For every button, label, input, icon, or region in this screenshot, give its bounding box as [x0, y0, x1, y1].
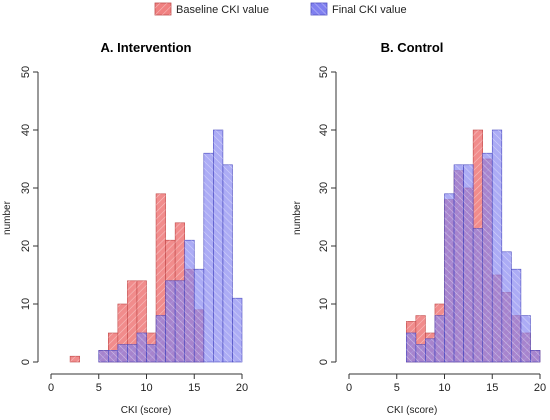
- y-tick-label: 20: [20, 240, 32, 252]
- bar-hatch: [425, 338, 435, 362]
- x-tick-label: 20: [534, 382, 546, 394]
- bar-hatch: [117, 304, 128, 362]
- x-axis-label: CKI (score): [387, 405, 438, 416]
- y-tick-label: 30: [20, 182, 32, 194]
- x-tick-label: 5: [394, 382, 400, 394]
- bar-hatch: [127, 344, 137, 362]
- bar-hatch: [454, 164, 464, 362]
- bar-hatch: [127, 280, 137, 362]
- bar-hatch: [501, 251, 512, 362]
- bar-hatch: [222, 164, 233, 362]
- x-tick-label: 20: [236, 382, 248, 394]
- axes-group: 0 5 10 15 20 0 10 20 30 40 50: [318, 66, 546, 394]
- y-tick-label: 0: [318, 359, 330, 365]
- legend-swatch-baseline-hatch: [155, 3, 171, 15]
- bar-hatch: [482, 153, 493, 362]
- bar-hatch: [146, 344, 157, 362]
- x-tick-label: 15: [188, 382, 200, 394]
- bar-hatch: [520, 315, 531, 362]
- axes-group: 0 5 10 15 20 0 10 20 30 40 50: [20, 66, 248, 394]
- bar-hatch: [70, 356, 80, 362]
- bar-hatch: [165, 280, 176, 362]
- x-axis-label: CKI (score): [121, 405, 172, 416]
- y-tick-label: 50: [20, 66, 32, 78]
- bar-hatch: [415, 315, 426, 362]
- bar-hatch: [136, 333, 147, 362]
- bar-hatch: [511, 269, 521, 362]
- panel-title: B. Control: [381, 40, 444, 55]
- bar-hatch: [463, 164, 474, 362]
- bar-hatch: [136, 280, 147, 362]
- y-tick-label: 10: [318, 298, 330, 310]
- bar-hatch: [492, 130, 502, 362]
- panel-title: A. Intervention: [100, 40, 191, 55]
- bar-hatch: [108, 350, 118, 362]
- bars-group: [69, 129, 243, 363]
- bar-hatch: [473, 228, 483, 362]
- x-tick-label: 0: [346, 382, 352, 394]
- bar-hatch: [175, 280, 185, 362]
- x-tick-label: 5: [96, 382, 102, 394]
- legend-label-final: Final CKI value: [332, 4, 407, 16]
- y-tick-label: 20: [318, 240, 330, 252]
- bar-hatch: [203, 153, 214, 362]
- x-tick-label: 15: [486, 382, 498, 394]
- bars-group: [405, 129, 541, 363]
- bar-hatch: [108, 333, 118, 362]
- y-tick-label: 30: [318, 182, 330, 194]
- panel-control: B. Control 0 5 10 15 20 0 10 20 30 40 50 CKI (scor…: [292, 40, 546, 416]
- y-tick-label: 40: [20, 124, 32, 136]
- x-tick-label: 10: [140, 382, 152, 394]
- x-tick-label: 10: [438, 382, 450, 394]
- y-tick-label: 50: [318, 66, 330, 78]
- legend-label-baseline: Baseline CKI value: [176, 4, 269, 16]
- bar-hatch: [194, 269, 204, 362]
- bar-hatch: [415, 344, 426, 362]
- bar-hatch: [117, 344, 128, 362]
- legend: Baseline CKI value Final CKI value: [154, 2, 407, 16]
- y-tick-label: 0: [20, 359, 32, 365]
- bar-hatch: [98, 350, 109, 362]
- x-tick-label: 0: [48, 382, 54, 394]
- y-tick-label: 40: [318, 124, 330, 136]
- bar-hatch: [232, 298, 242, 362]
- bar-hatch: [156, 193, 166, 362]
- y-tick-label: 10: [20, 298, 32, 310]
- y-axis-label: number: [292, 200, 303, 235]
- legend-swatch-final-hatch: [311, 3, 327, 15]
- bar-hatch: [444, 193, 455, 362]
- bar-hatch: [184, 240, 195, 362]
- bar-hatch: [434, 315, 445, 362]
- bar-hatch: [156, 315, 166, 362]
- y-axis-label: number: [2, 200, 13, 235]
- bar-hatch: [530, 350, 540, 362]
- bar-hatch: [406, 333, 416, 362]
- bar-hatch: [213, 130, 223, 362]
- panel-intervention: A. Intervention 0 5 10 15 20 0 10 20 30 40 50 CKI …: [2, 40, 248, 416]
